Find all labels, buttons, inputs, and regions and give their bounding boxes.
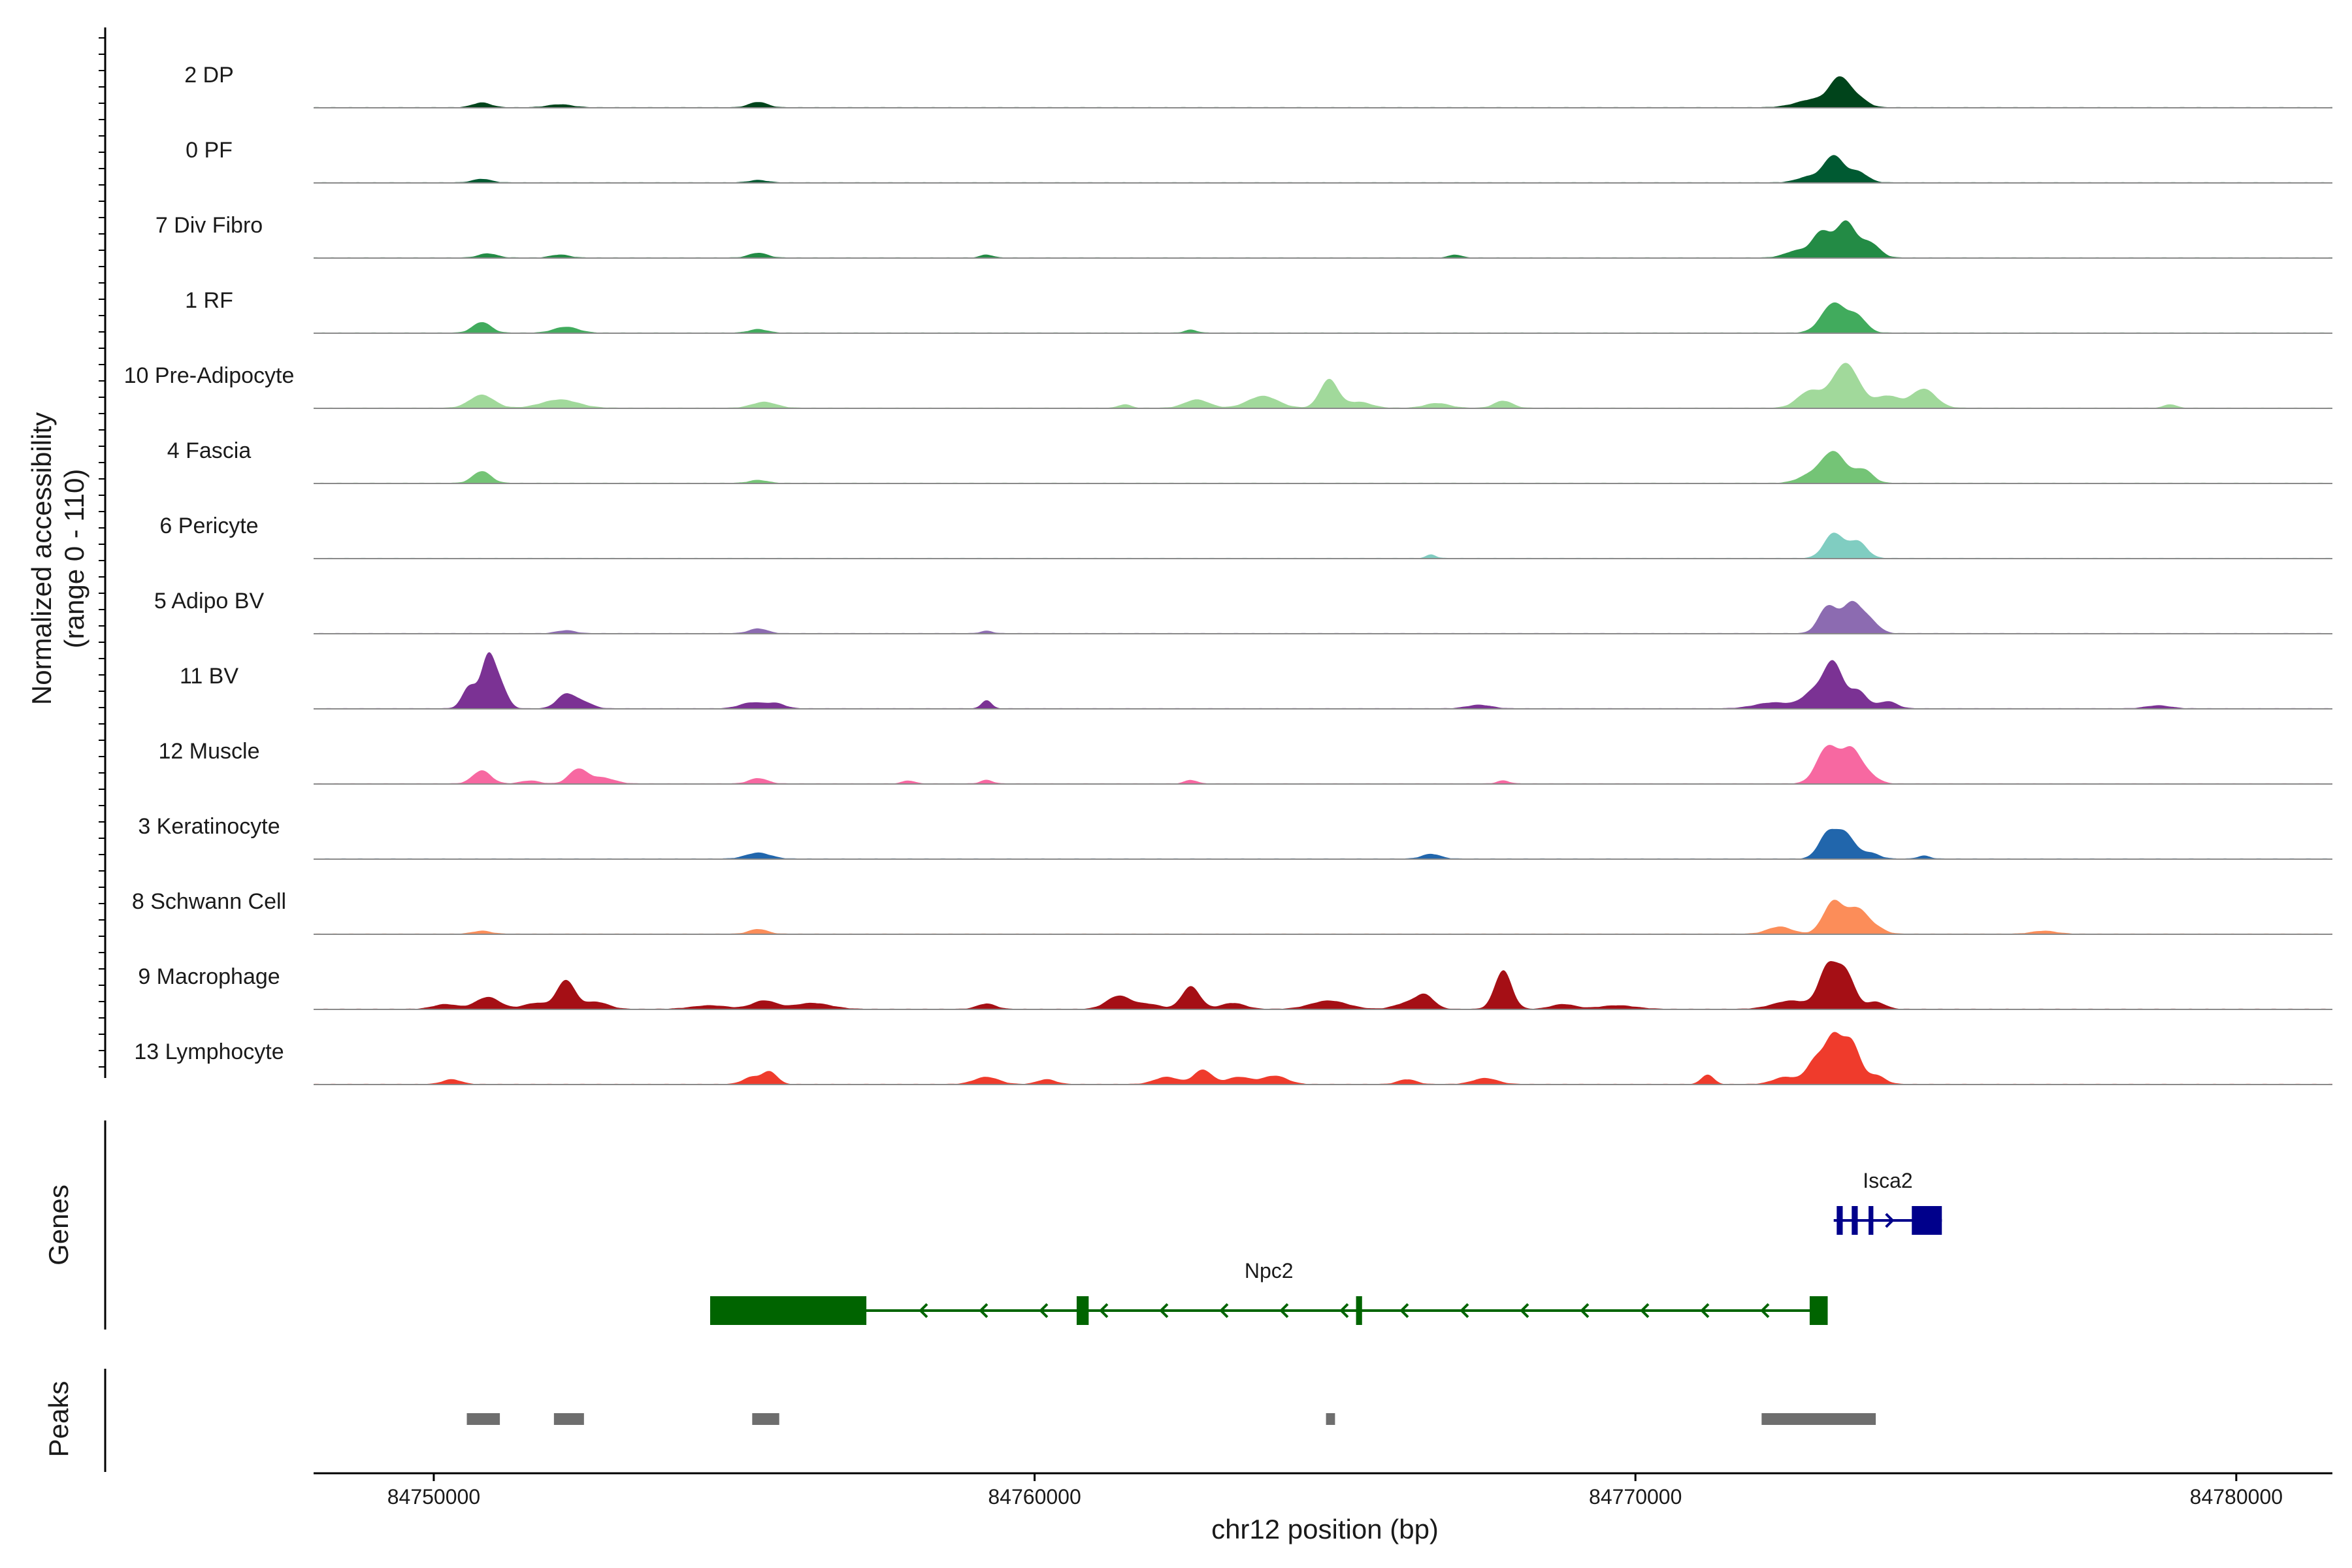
- track-area: [314, 1032, 2332, 1085]
- gene-label: Npc2: [1245, 1259, 1294, 1282]
- peak-region: [752, 1413, 779, 1425]
- x-tick-label: 84770000: [1589, 1485, 1682, 1509]
- track: 12 Muscle: [159, 739, 2332, 785]
- track: 0 PF: [186, 138, 2332, 184]
- strand-arrow: [1339, 1303, 1349, 1318]
- strand-arrow: [1279, 1303, 1289, 1318]
- track-label: 12 Muscle: [159, 739, 260, 764]
- track-label: 8 Schwann Cell: [132, 889, 286, 914]
- y-axis-range: (range 0 - 110): [59, 469, 90, 649]
- track-label: 7 Div Fibro: [155, 213, 263, 238]
- x-axis: 84750000 84760000 84770000 84780000: [314, 1472, 2332, 1509]
- track-label: 6 Pericyte: [159, 514, 258, 538]
- gene-exon: [1837, 1206, 1843, 1235]
- strand-arrow: [1099, 1303, 1109, 1318]
- left-axes: [99, 27, 106, 1472]
- gene-exon: [1852, 1206, 1858, 1235]
- track-area: [314, 828, 2332, 859]
- track-label: 9 Macrophage: [138, 964, 280, 989]
- track: 6 Pericyte: [159, 514, 2332, 559]
- track: 2 DP: [184, 63, 2332, 108]
- track: 11 BV: [180, 652, 2332, 710]
- track-area: [314, 961, 2332, 1009]
- strand-arrow: [1580, 1303, 1590, 1318]
- strand-arrow: [979, 1303, 988, 1318]
- gene-exon: [1076, 1296, 1089, 1325]
- x-tick-label: 84780000: [2190, 1485, 2283, 1509]
- track-label: 1 RF: [185, 288, 233, 313]
- peak-region: [466, 1413, 500, 1425]
- x-axis-title: chr12 position (bp): [1211, 1514, 1439, 1544]
- track-area: [314, 302, 2332, 333]
- track-label: 3 Keratinocyte: [138, 814, 280, 839]
- gene-exon: [710, 1296, 867, 1325]
- genes-panel-label: Genes: [43, 1184, 74, 1266]
- peak-region: [1326, 1413, 1335, 1425]
- gene: Isca2: [1833, 1169, 1942, 1235]
- track: 4 Fascia: [167, 438, 2332, 484]
- track-label: 11 BV: [180, 664, 238, 689]
- track: 8 Schwann Cell: [132, 889, 2332, 935]
- genes-track: Isca2 Npc2: [710, 1169, 1942, 1325]
- track: 1 RF: [185, 288, 2332, 334]
- track-area: [314, 76, 2332, 108]
- track: 7 Div Fibro: [155, 213, 2332, 259]
- track-area: [314, 745, 2332, 784]
- track: 13 Lymphocyte: [134, 1032, 2332, 1085]
- strand-arrow: [1760, 1303, 1770, 1318]
- track: 5 Adipo BV: [154, 589, 2332, 634]
- strand-arrow: [919, 1303, 928, 1318]
- gene: Npc2: [710, 1259, 1828, 1325]
- strand-arrow: [1039, 1303, 1049, 1318]
- strand-arrow: [1700, 1303, 1710, 1318]
- track-label: 0 PF: [186, 138, 233, 163]
- track-label: 2 DP: [184, 63, 234, 88]
- strand-arrow: [1885, 1213, 1895, 1228]
- gene-exon: [1869, 1206, 1874, 1235]
- gene-exon: [1356, 1296, 1362, 1325]
- track-label: 13 Lymphocyte: [134, 1039, 284, 1064]
- track-label: 5 Adipo BV: [154, 589, 265, 613]
- track-area: [314, 652, 2332, 709]
- gene-exon: [1912, 1206, 1942, 1235]
- track-area: [314, 900, 2332, 934]
- track-area: [314, 451, 2332, 483]
- track-area: [314, 220, 2332, 258]
- strand-arrow: [1640, 1303, 1650, 1318]
- peaks-panel-label: Peaks: [43, 1381, 74, 1458]
- strand-arrow: [1399, 1303, 1409, 1318]
- x-tick-label: 84750000: [387, 1485, 480, 1509]
- strand-arrow: [1159, 1303, 1169, 1318]
- accessibility-tracks: 2 DP 0 PF 7 Div Fibro 1 RF 10 Pre-Adipocyte 4…: [124, 63, 2332, 1085]
- track: 3 Keratinocyte: [138, 814, 2332, 860]
- track-area: [314, 532, 2332, 559]
- track-label: 10 Pre-Adipocyte: [124, 363, 295, 388]
- track-label: 4 Fascia: [167, 438, 252, 463]
- track: 9 Macrophage: [138, 961, 2332, 1010]
- x-tick-label: 84760000: [988, 1485, 1081, 1509]
- gene-label: Isca2: [1863, 1169, 1912, 1192]
- y-axis-title: Normalized accessibility: [26, 412, 57, 705]
- peak-region: [553, 1413, 584, 1425]
- track: 10 Pre-Adipocyte: [124, 363, 2332, 409]
- strand-arrow: [1460, 1303, 1469, 1318]
- strand-arrow: [1219, 1303, 1229, 1318]
- gene-exon: [1809, 1296, 1828, 1325]
- strand-arrow: [1520, 1303, 1529, 1318]
- peak-region: [1761, 1413, 1876, 1425]
- peaks-track: [466, 1413, 1876, 1425]
- track-area: [314, 363, 2332, 408]
- track-area: [314, 600, 2332, 634]
- track-area: [314, 155, 2332, 183]
